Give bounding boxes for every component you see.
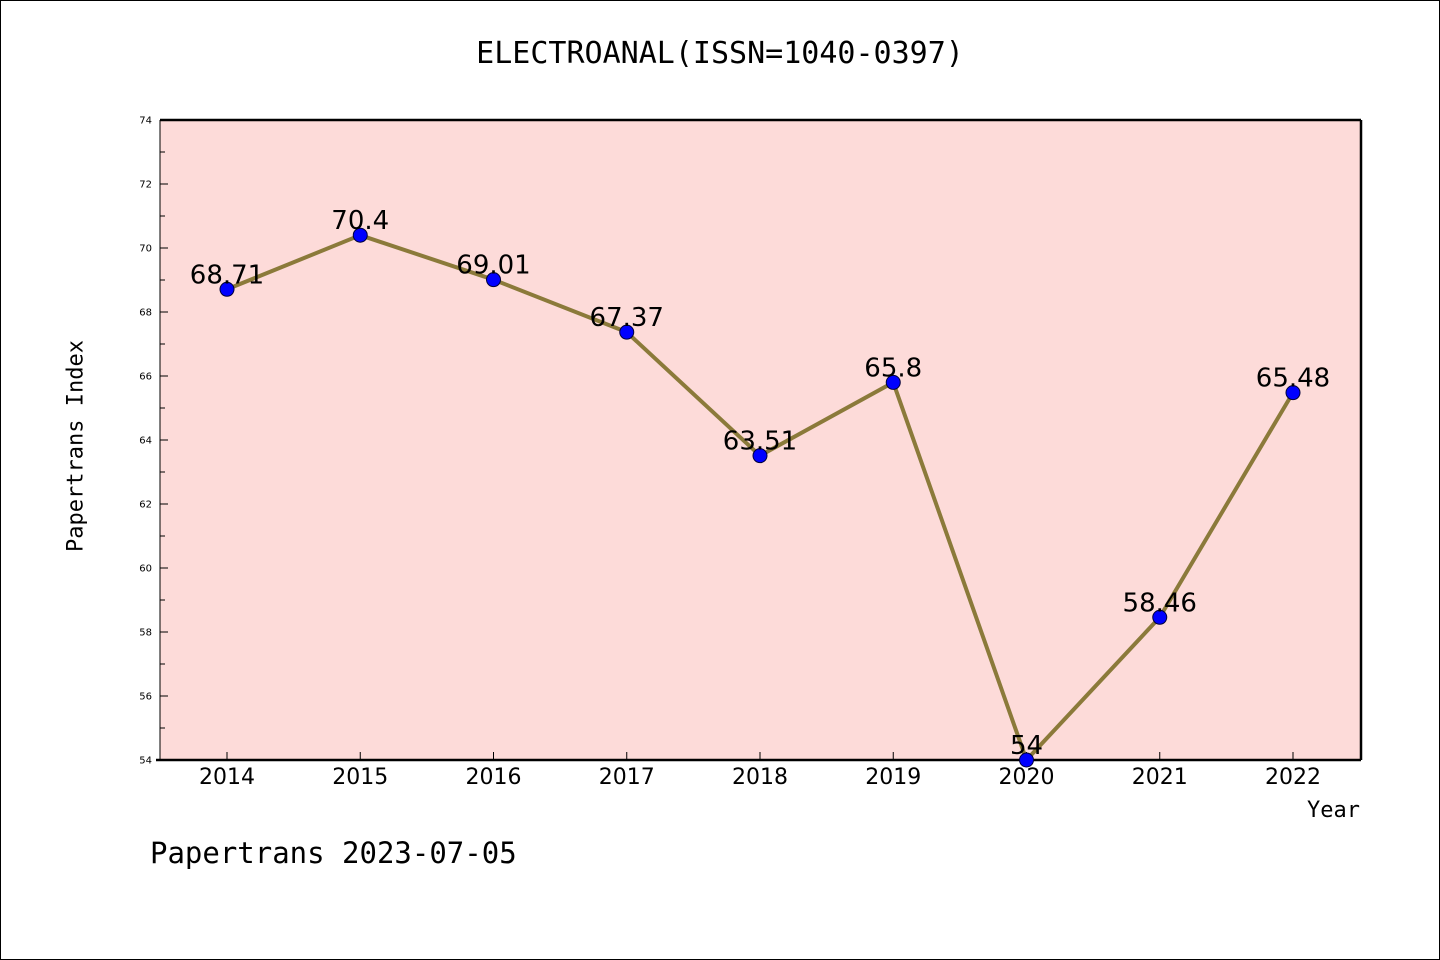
y-tick-label: 70 (139, 244, 152, 255)
x-tick-label: 2016 (466, 765, 522, 790)
x-tick-label: 2017 (599, 765, 655, 790)
data-point (885, 374, 901, 390)
y-tick-label: 66 (139, 372, 152, 383)
data-label: 58.46 (1123, 588, 1197, 618)
data-label: 67.37 (590, 303, 664, 333)
y-tick-label: 62 (139, 500, 152, 511)
data-point (619, 324, 635, 340)
y-tick-label: 72 (139, 180, 152, 191)
y-tick-label: 64 (139, 436, 152, 447)
y-tick-label: 68 (139, 308, 152, 319)
data-point (1019, 752, 1034, 768)
footer-stamp: Papertrans 2023-07-05 (150, 836, 517, 870)
data-label: 65.8 (864, 353, 922, 383)
data-point (752, 448, 768, 464)
y-tick-label: 56 (139, 692, 152, 703)
chart-title: ELECTROANAL(ISSN=1040-0397) (476, 36, 964, 71)
x-tick-label: 2020 (999, 765, 1055, 790)
x-tick-label: 2018 (732, 765, 788, 790)
y-tick-label: 60 (139, 564, 152, 575)
data-point (1285, 385, 1301, 401)
data-label: 54 (1010, 731, 1043, 761)
x-axis-label: Year (1307, 798, 1360, 823)
data-point (1152, 609, 1168, 625)
y-tick-label: 74 (139, 116, 152, 127)
data-label: 68.71 (190, 260, 264, 290)
data-point (219, 281, 235, 297)
x-tick-label: 2015 (332, 765, 388, 790)
plot-area (160, 120, 1361, 760)
x-tick-label: 2019 (865, 765, 921, 790)
data-point (352, 227, 368, 243)
x-tick-label: 2021 (1132, 765, 1188, 790)
data-label: 69.01 (456, 251, 530, 281)
y-tick-label: 54 (139, 756, 152, 767)
data-point (486, 272, 501, 288)
data-label: 70.4 (331, 206, 389, 236)
data-label: 65.48 (1256, 364, 1330, 394)
x-tick-label: 2022 (1265, 765, 1321, 790)
data-label: 63.51 (723, 427, 797, 457)
x-tick-label: 2014 (199, 765, 255, 790)
y-tick-label: 58 (139, 628, 152, 639)
